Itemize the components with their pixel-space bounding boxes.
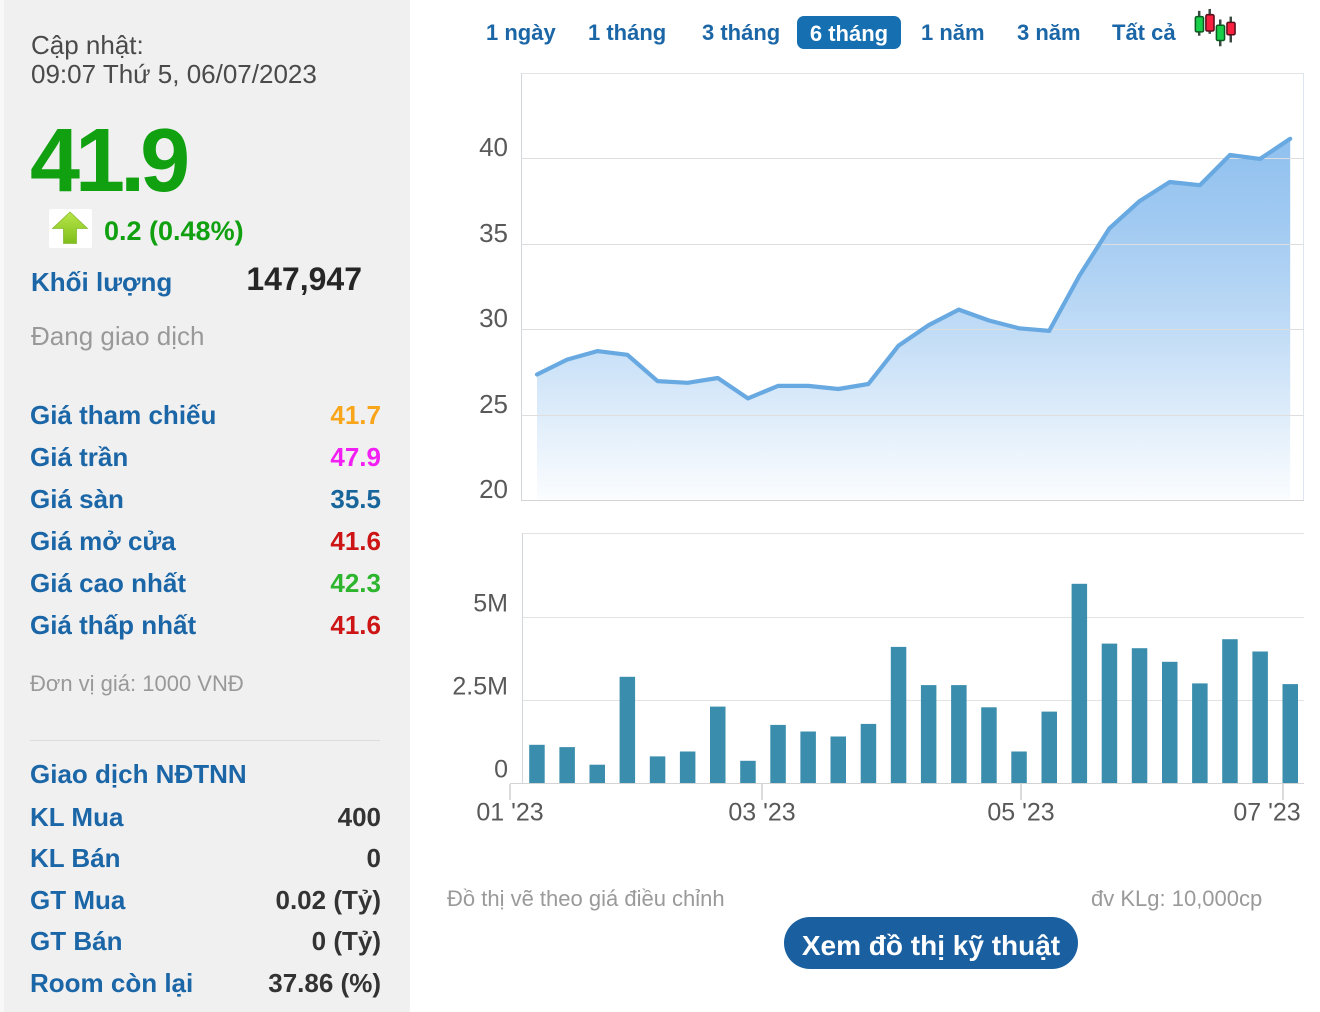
svg-text:5M: 5M	[473, 590, 508, 618]
svg-text:30: 30	[479, 303, 508, 333]
svg-text:05 '23: 05 '23	[987, 799, 1054, 827]
svg-text:03 '23: 03 '23	[728, 799, 795, 827]
svg-text:0: 0	[494, 756, 508, 784]
svg-text:25: 25	[479, 389, 508, 419]
svg-text:07 '23: 07 '23	[1233, 799, 1300, 827]
svg-text:01 '23: 01 '23	[476, 799, 543, 827]
svg-text:35: 35	[479, 218, 508, 248]
svg-text:2.5M: 2.5M	[452, 673, 508, 701]
svg-text:20: 20	[479, 474, 508, 504]
svg-text:40: 40	[479, 132, 508, 162]
